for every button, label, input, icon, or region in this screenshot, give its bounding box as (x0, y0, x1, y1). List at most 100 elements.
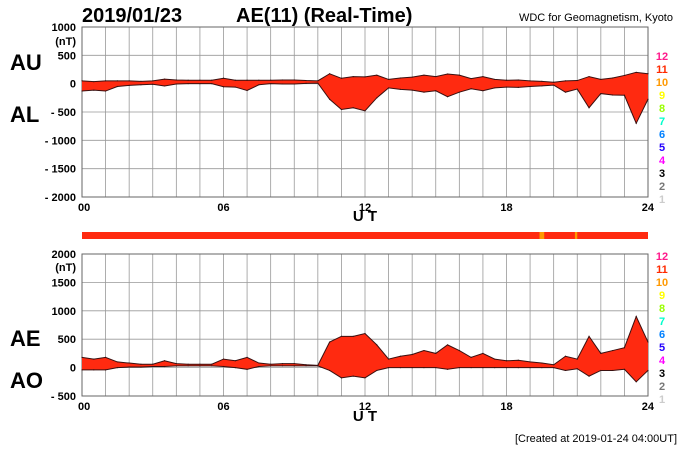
data-point-ao (423, 367, 425, 369)
data-point-ao (175, 365, 177, 367)
data-point-au (564, 80, 567, 82)
data-point-ae (470, 356, 472, 358)
date-title: 2019/01/23 (82, 5, 182, 27)
series-fill-area (82, 316, 648, 382)
data-point-ao (317, 365, 319, 367)
data-point-al (647, 98, 649, 100)
x-tick-label: 18 (500, 202, 512, 214)
station-count-legend-item: 9 (659, 90, 665, 102)
y-tick-label: - 500 (51, 391, 76, 403)
data-point-al (446, 96, 449, 98)
data-point-ae (305, 364, 307, 366)
data-point-ae (163, 360, 166, 362)
data-point-al (517, 86, 519, 88)
data-point-ao (470, 367, 472, 369)
data-point-al (104, 90, 107, 92)
station-count-legend-item: 12 (656, 251, 668, 263)
data-point-ao (329, 369, 331, 372)
data-point-ae (482, 352, 484, 354)
data-point-au (222, 77, 225, 79)
data-point-ae (458, 349, 460, 352)
x-tick-label: 24 (642, 202, 655, 214)
data-point-au (541, 80, 543, 82)
data-point-ao (281, 365, 284, 367)
y-tick-label: 1000 (52, 22, 76, 34)
data-point-ao (81, 369, 83, 371)
data-point-ao (494, 367, 496, 369)
data-point-ae (234, 360, 236, 362)
data-point-ao (647, 369, 649, 372)
data-point-al (270, 83, 272, 85)
data-point-ao (128, 366, 130, 368)
plot-frame (81, 253, 649, 397)
data-point-ae (612, 349, 614, 352)
data-point-al (211, 83, 213, 85)
data-point-ae (116, 361, 118, 363)
data-point-ae (140, 363, 142, 365)
data-point-ao (305, 365, 307, 367)
y-tick-label: - 2000 (45, 192, 76, 204)
data-point-al (576, 88, 578, 90)
data-point-al (258, 84, 260, 86)
data-point-ao (482, 367, 484, 369)
data-point-ae (623, 347, 626, 349)
ae-label: AE (10, 326, 41, 351)
data-point-ae (411, 353, 413, 356)
data-point-al (128, 84, 130, 86)
station-count-legend-item: 8 (659, 303, 665, 315)
data-point-au (152, 80, 154, 82)
data-point-au (423, 74, 425, 76)
data-point-ae (128, 362, 130, 364)
data-point-al (564, 91, 567, 93)
data-point-ao (364, 377, 366, 379)
data-point-ao (505, 367, 508, 369)
data-point-al (411, 89, 413, 91)
data-point-ae (329, 341, 331, 343)
data-point-ae (187, 363, 189, 365)
data-point-ao (435, 367, 437, 369)
source-label: WDC for Geomagnetism, Kyoto (519, 12, 673, 24)
data-point-ao (246, 368, 248, 370)
index-title: AE(11) (Real-Time) (236, 5, 412, 27)
y-tick-label: 500 (58, 50, 76, 62)
data-point-ao (222, 365, 225, 368)
data-point-au (553, 81, 555, 83)
data-point-ao (541, 367, 543, 369)
data-point-au (163, 78, 166, 80)
data-point-al (364, 110, 366, 112)
data-point-ae (399, 355, 401, 357)
data-point-au (505, 79, 508, 81)
station-count-legend-item: 1 (659, 394, 665, 406)
data-point-ae (494, 358, 496, 360)
station-count-legend-item: 7 (659, 316, 665, 328)
station-count-legend-item: 3 (659, 168, 665, 180)
data-point-ae (258, 362, 260, 364)
data-point-al (152, 83, 154, 85)
data-point-au (623, 74, 626, 77)
data-point-ae (293, 363, 295, 365)
y-tick-label: 0 (70, 363, 76, 375)
data-point-al (187, 83, 189, 85)
data-point-ae (588, 335, 590, 337)
data-point-ae (93, 358, 95, 360)
data-point-ae (364, 332, 366, 335)
data-point-al (116, 85, 118, 88)
data-point-ae (517, 359, 519, 361)
data-point-ao (340, 377, 343, 379)
data-point-ae (446, 344, 449, 346)
y-tick-label: - 1000 (45, 135, 76, 147)
station-count-legend-item: 6 (659, 129, 665, 141)
data-point-al (541, 85, 543, 87)
data-point-ao (399, 367, 401, 369)
x-tick-label: 06 (217, 401, 229, 413)
data-point-ao (116, 367, 118, 369)
data-point-ae (435, 352, 437, 354)
x-tick-label: 00 (78, 202, 90, 214)
plot-frame (81, 26, 649, 198)
data-point-ae (199, 363, 201, 365)
data-point-al (163, 85, 166, 87)
data-point-au (258, 79, 260, 81)
station-count-legend-item: 7 (659, 116, 665, 128)
data-point-au (211, 79, 213, 81)
station-count-legend-item: 4 (659, 355, 666, 367)
